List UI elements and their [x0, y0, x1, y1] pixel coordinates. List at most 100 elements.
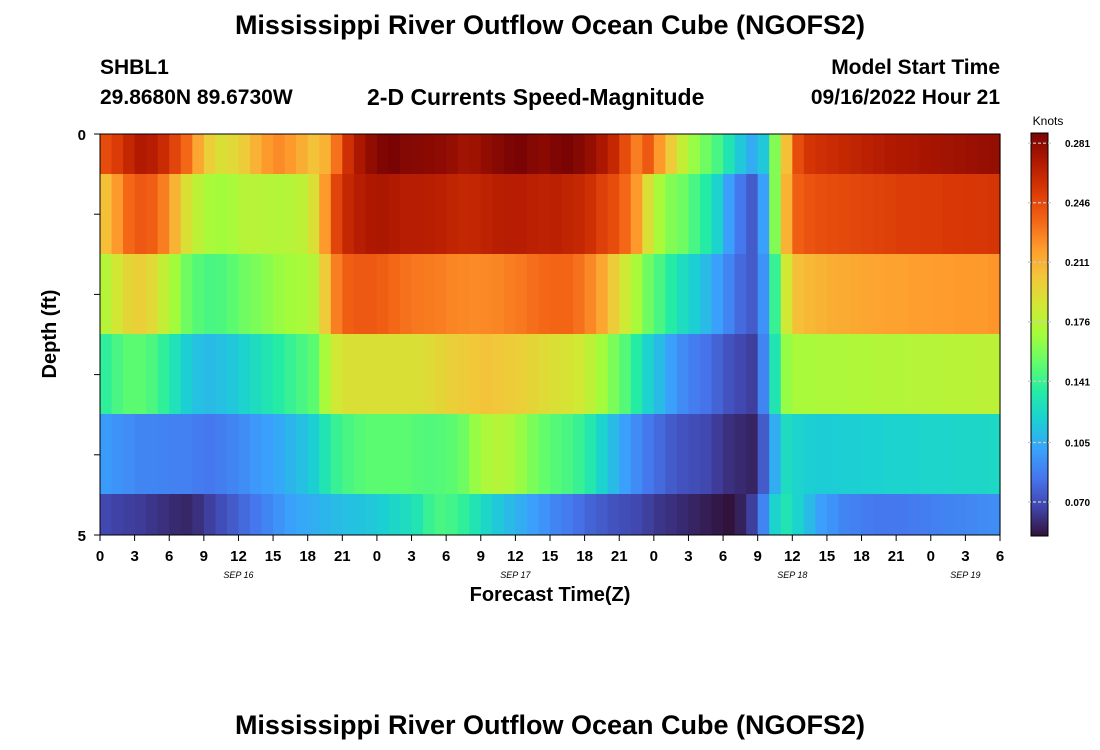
heatmap-cell: [861, 134, 874, 174]
heatmap-cell: [792, 134, 805, 174]
heatmap-cell: [965, 334, 978, 414]
heatmap-cell: [515, 414, 528, 494]
heatmap-cell: [757, 334, 770, 414]
heatmap-cell: [365, 414, 378, 494]
heatmap-cell: [976, 334, 990, 414]
heatmap-cell: [919, 494, 932, 535]
heatmap-cell: [688, 254, 701, 334]
heatmap-cell: [503, 414, 516, 494]
heatmap-cell: [457, 254, 470, 334]
heatmap-cell: [711, 414, 724, 494]
heatmap-cell: [457, 334, 470, 414]
heatmap-cell: [100, 414, 113, 494]
heatmap-cell: [296, 134, 309, 174]
heatmap-cell: [780, 134, 793, 174]
x-tick-label: 15: [542, 548, 559, 565]
heatmap-cell: [434, 334, 447, 414]
heatmap-cell: [873, 254, 886, 334]
heatmap-cell: [965, 414, 978, 494]
heatmap-cell: [907, 334, 920, 414]
heatmap-cell: [284, 174, 297, 254]
colorbar-gradient: [1030, 132, 1049, 537]
heatmap-cell: [930, 494, 943, 535]
heatmap-cell: [480, 414, 493, 494]
heatmap-cell: [411, 134, 424, 174]
x-tick-label: 9: [200, 548, 208, 565]
heatmap-cell: [353, 494, 366, 535]
heatmap-cell: [376, 174, 390, 254]
heatmap-cell: [284, 334, 297, 414]
heatmap-cell: [711, 254, 724, 334]
heatmap-cell: [803, 254, 816, 334]
heatmap-cell: [319, 174, 332, 254]
heatmap-cell: [180, 134, 193, 174]
heatmap-cell: [561, 494, 574, 535]
heatmap-cell: [757, 254, 770, 334]
heatmap-cell: [538, 334, 551, 414]
heatmap-cell: [815, 134, 828, 174]
heatmap-cell: [423, 494, 436, 535]
heatmap-cell: [342, 174, 355, 254]
heatmap-cell: [434, 254, 447, 334]
heatmap-cell: [815, 254, 828, 334]
heatmap-cell: [919, 134, 932, 174]
heatmap-cell: [342, 414, 355, 494]
heatmap-cell: [665, 414, 678, 494]
heatmap-cell: [365, 334, 378, 414]
heatmap-cell: [930, 254, 943, 334]
heatmap-cell: [134, 414, 147, 494]
x-tick-label: 12: [230, 548, 247, 565]
heatmap-cell: [919, 254, 932, 334]
heatmap-cell: [815, 334, 828, 414]
heatmap-cell: [573, 494, 586, 535]
heatmap-cell: [388, 134, 401, 174]
heatmap-cell: [146, 494, 159, 535]
heatmap-cell: [515, 174, 528, 254]
heatmap-cell: [676, 494, 690, 535]
heatmap-cell: [584, 494, 597, 535]
heatmap-cell: [757, 174, 770, 254]
heatmap-cell: [815, 494, 828, 535]
heatmap-cell: [988, 134, 1001, 174]
heatmap-cell: [469, 174, 482, 254]
heatmap-cell: [550, 174, 563, 254]
heatmap-cell: [330, 134, 343, 174]
heatmap-cell: [123, 134, 136, 174]
heatmap-cell: [169, 134, 182, 174]
heatmap-cell: [261, 174, 274, 254]
heatmap-cell: [307, 254, 320, 334]
heatmap-cell: [550, 134, 563, 174]
heatmap-cell: [642, 334, 655, 414]
heatmap-cell: [123, 414, 136, 494]
heatmap-cell: [134, 494, 147, 535]
date-label: SEP 16: [223, 570, 253, 580]
heatmap-cell: [134, 174, 147, 254]
heatmap-cell: [411, 174, 424, 254]
heatmap-cell: [215, 414, 228, 494]
heatmap-cell: [192, 254, 205, 334]
heatmap-cell: [157, 414, 170, 494]
heatmap-cell: [307, 134, 320, 174]
heatmap-cell: [642, 254, 655, 334]
heatmap-cell: [723, 414, 736, 494]
heatmap-cell: [400, 334, 413, 414]
heatmap-cell: [550, 494, 563, 535]
heatmap-cell: [480, 134, 493, 174]
heatmap-cell: [711, 334, 724, 414]
x-tick-label: 3: [684, 548, 692, 565]
heatmap-cell: [480, 334, 493, 414]
heatmap-cell: [526, 334, 540, 414]
heatmap-cell: [492, 174, 505, 254]
heatmap-cell: [746, 494, 759, 535]
heatmap-cell: [446, 134, 459, 174]
heatmap-cell: [850, 174, 863, 254]
heatmap-cell: [284, 494, 297, 535]
heatmap-cell: [238, 254, 251, 334]
heatmap-cell: [192, 334, 205, 414]
heatmap-cell: [723, 134, 736, 174]
heatmap-cell: [884, 254, 897, 334]
heatmap-cell: [734, 334, 747, 414]
heatmap-cell: [688, 334, 701, 414]
heatmap-cell: [665, 494, 678, 535]
heatmap-cell: [826, 494, 840, 535]
